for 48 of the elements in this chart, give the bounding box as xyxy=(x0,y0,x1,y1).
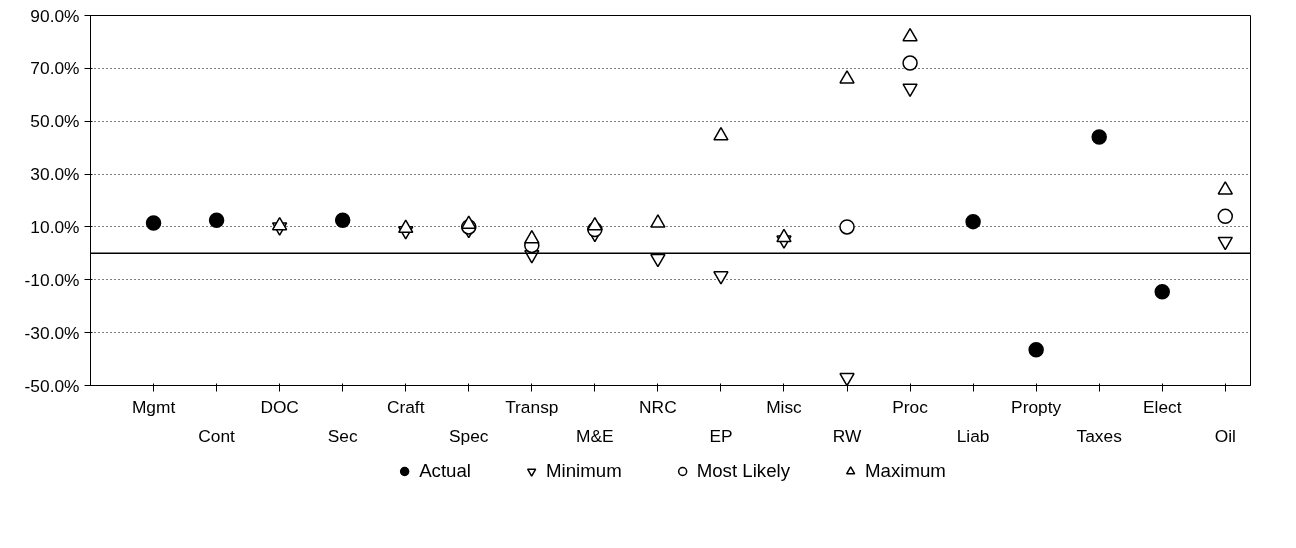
x-tick-label: M&E xyxy=(576,425,614,446)
y-tick-label: 30.0% xyxy=(30,164,80,185)
x-tick-label: Elect xyxy=(1142,396,1182,417)
point xyxy=(1154,283,1170,300)
point xyxy=(334,212,351,229)
x-tick-label: Oil xyxy=(1214,425,1236,446)
point xyxy=(1028,342,1044,358)
legend-label: Maximum xyxy=(864,459,946,482)
legend-label: Actual xyxy=(419,459,472,482)
point xyxy=(1217,181,1234,195)
x-tick-label: Proc xyxy=(892,396,929,417)
x-tick-label: Misc xyxy=(766,396,803,417)
point xyxy=(1217,236,1234,251)
legend-label: Most Likely xyxy=(696,459,790,482)
y-tick-label: -50.0% xyxy=(24,375,80,396)
point xyxy=(902,55,918,71)
point xyxy=(208,212,225,229)
y-tick-label: 10.0% xyxy=(30,216,80,237)
point xyxy=(1091,129,1107,145)
point xyxy=(713,126,729,141)
x-tick-label: RW xyxy=(832,425,862,446)
y-tick-label: 90.0% xyxy=(30,5,80,26)
x-tick-label: NRC xyxy=(639,396,677,417)
point xyxy=(145,215,162,231)
x-tick-label: Sec xyxy=(327,425,358,446)
x-tick-label: DOC xyxy=(260,396,299,417)
y-tick-label: 70.0% xyxy=(30,58,80,79)
point xyxy=(965,213,981,230)
x-tick-label: EP xyxy=(709,425,733,446)
point xyxy=(713,271,729,285)
y-tick-label: 50.0% xyxy=(30,111,80,132)
legend-label: Minimum xyxy=(546,459,622,482)
x-tick-label: Propty xyxy=(1011,396,1062,417)
x-tick-label: Liab xyxy=(956,425,990,446)
point xyxy=(650,253,666,268)
x-tick-label: Craft xyxy=(386,396,425,417)
point xyxy=(839,372,855,386)
point xyxy=(1217,208,1234,225)
x-tick-label: Transp xyxy=(505,396,559,417)
point xyxy=(839,70,855,84)
y-tick-label: -10.0% xyxy=(24,269,80,290)
point xyxy=(839,219,855,235)
x-tick-label: Cont xyxy=(198,425,236,446)
x-tick-label: Taxes xyxy=(1076,425,1123,446)
point xyxy=(902,27,918,42)
y-tick-label: -30.0% xyxy=(24,322,80,343)
x-tick-label: Mgmt xyxy=(131,396,176,417)
x-tick-label: Spec xyxy=(449,425,489,446)
